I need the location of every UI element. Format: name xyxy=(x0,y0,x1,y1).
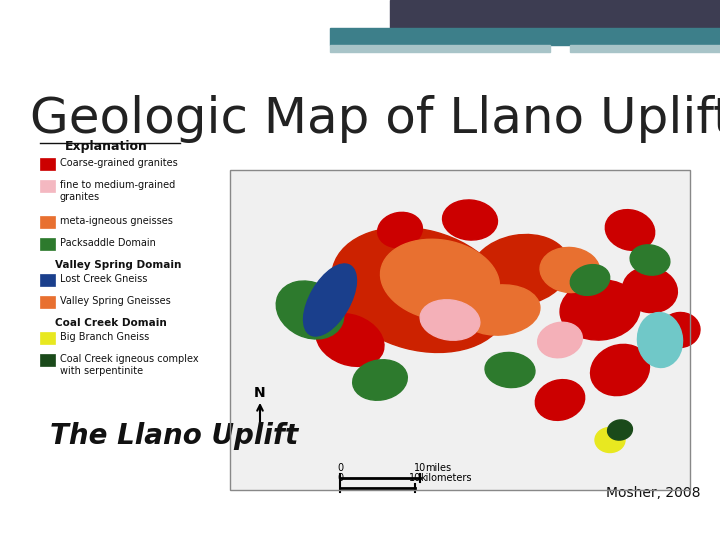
Bar xyxy=(230,170,690,490)
Bar xyxy=(40,238,55,250)
Ellipse shape xyxy=(332,227,508,353)
Ellipse shape xyxy=(420,300,480,340)
Text: 10: 10 xyxy=(414,463,426,473)
Text: Big Branch Gneiss: Big Branch Gneiss xyxy=(60,332,149,342)
Ellipse shape xyxy=(443,200,498,240)
Text: 0: 0 xyxy=(337,473,343,483)
Text: Coal Creek igneous complex
with serpentinite: Coal Creek igneous complex with serpenti… xyxy=(60,354,199,376)
Bar xyxy=(390,0,720,30)
Ellipse shape xyxy=(637,313,683,367)
Text: Coal Creek Domain: Coal Creek Domain xyxy=(55,318,167,328)
Ellipse shape xyxy=(595,428,625,453)
Bar xyxy=(40,332,55,344)
Ellipse shape xyxy=(353,360,408,400)
Ellipse shape xyxy=(590,345,649,396)
Bar xyxy=(40,354,55,366)
Bar xyxy=(570,45,720,52)
Text: N: N xyxy=(254,386,266,400)
Text: Valley Spring Gneisses: Valley Spring Gneisses xyxy=(60,296,171,306)
Text: kilometers: kilometers xyxy=(420,473,472,483)
Text: miles: miles xyxy=(425,463,451,473)
Ellipse shape xyxy=(660,313,700,348)
Bar xyxy=(330,28,720,45)
Text: Geologic Map of Llano Uplift: Geologic Map of Llano Uplift xyxy=(30,95,720,143)
Ellipse shape xyxy=(570,265,610,295)
Text: 0: 0 xyxy=(337,463,343,473)
Text: fine to medium-grained
granites: fine to medium-grained granites xyxy=(60,180,175,201)
Ellipse shape xyxy=(485,353,535,388)
Ellipse shape xyxy=(623,267,678,313)
Ellipse shape xyxy=(608,420,632,440)
Ellipse shape xyxy=(304,264,356,336)
Ellipse shape xyxy=(538,322,582,357)
Text: Explanation: Explanation xyxy=(65,140,148,153)
Ellipse shape xyxy=(380,239,500,321)
Text: Packsaddle Domain: Packsaddle Domain xyxy=(60,238,156,248)
Text: 10: 10 xyxy=(409,473,421,483)
Bar xyxy=(40,274,55,286)
Ellipse shape xyxy=(460,285,540,335)
Text: Lost Creek Gneiss: Lost Creek Gneiss xyxy=(60,274,148,284)
Bar xyxy=(40,216,55,228)
Ellipse shape xyxy=(377,212,423,248)
Text: The Llano Uplift: The Llano Uplift xyxy=(50,422,298,450)
Bar xyxy=(230,170,690,490)
Ellipse shape xyxy=(276,281,343,339)
Ellipse shape xyxy=(606,210,654,251)
Text: Valley Spring Domain: Valley Spring Domain xyxy=(55,260,181,270)
Ellipse shape xyxy=(316,314,384,366)
Text: Mosher, 2008: Mosher, 2008 xyxy=(606,486,700,500)
Bar xyxy=(40,180,55,192)
Ellipse shape xyxy=(470,234,570,306)
Ellipse shape xyxy=(630,245,670,275)
Bar xyxy=(40,158,55,170)
Text: Coarse-grained granites: Coarse-grained granites xyxy=(60,158,178,168)
Ellipse shape xyxy=(560,280,640,340)
Bar xyxy=(330,45,550,52)
Ellipse shape xyxy=(540,247,600,293)
Text: meta-igneous gneisses: meta-igneous gneisses xyxy=(60,216,173,226)
Bar xyxy=(40,296,55,308)
Ellipse shape xyxy=(535,380,585,420)
